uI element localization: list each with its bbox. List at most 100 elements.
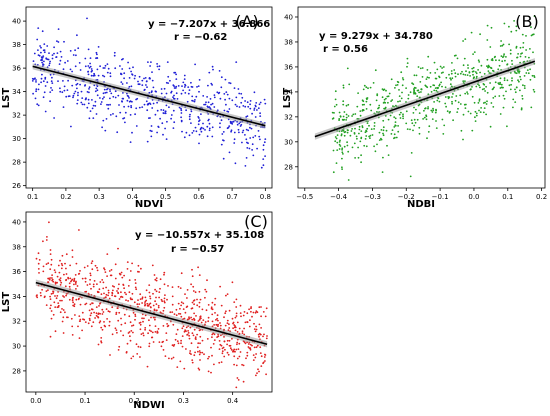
scatter-point — [165, 332, 168, 334]
scatter-point — [460, 129, 463, 132]
scatter-point — [162, 325, 165, 327]
scatter-point — [477, 102, 480, 104]
scatter-point — [73, 280, 75, 283]
scatter-point — [213, 303, 216, 306]
scatter-point — [244, 105, 247, 108]
scatter-point — [124, 111, 127, 114]
scatter-point — [154, 331, 157, 333]
scatter-point — [399, 100, 401, 102]
scatter-point — [65, 267, 67, 270]
scatter-point — [236, 357, 239, 360]
scatter-point — [335, 103, 338, 106]
scatter-point — [180, 272, 183, 275]
scatter-point — [482, 111, 485, 114]
scatter-point — [175, 73, 178, 76]
y-tick-label: 28 — [12, 367, 21, 375]
scatter-point — [186, 305, 189, 308]
scatter-point — [409, 91, 412, 94]
scatter-point — [83, 266, 86, 269]
scatter-point — [259, 138, 261, 141]
scatter-point — [357, 92, 359, 94]
scatter-point — [332, 117, 335, 120]
scatter-point — [343, 131, 346, 134]
scatter-point — [198, 290, 201, 293]
scatter-point — [338, 148, 341, 150]
scatter-point — [525, 35, 527, 37]
scatter-point — [504, 59, 506, 62]
scatter-point — [242, 380, 245, 383]
scatter-point — [48, 221, 50, 224]
scatter-point — [502, 106, 505, 109]
scatter-point — [346, 144, 349, 147]
scatter-point — [183, 367, 186, 370]
scatter-point — [121, 68, 124, 70]
scatter-point — [137, 83, 140, 86]
scatter-point — [431, 118, 434, 120]
scatter-point — [244, 165, 247, 167]
scatter-point — [226, 319, 229, 322]
scatter-point — [526, 69, 529, 71]
scatter-point — [441, 118, 444, 121]
scatter-point — [208, 122, 211, 125]
scatter-point — [135, 343, 138, 346]
scatter-point — [157, 304, 160, 307]
scatter-point — [46, 81, 49, 84]
scatter-point — [228, 108, 231, 110]
scatter-point — [413, 90, 416, 92]
scatter-point — [154, 278, 157, 281]
scatter-point — [86, 265, 89, 267]
scatter-point — [89, 303, 92, 306]
scatter-point — [171, 311, 174, 313]
scatter-point — [120, 323, 123, 326]
scatter-point — [117, 94, 120, 97]
scatter-point — [227, 329, 230, 332]
scatter-point — [435, 127, 438, 129]
scatter-point — [246, 101, 249, 104]
scatter-point — [416, 95, 419, 97]
scatter-point — [172, 109, 175, 112]
scatter-point — [53, 117, 55, 119]
scatter-point — [382, 156, 384, 159]
scatter-point — [438, 100, 441, 103]
scatter-point — [64, 262, 66, 265]
scatter-point — [262, 158, 265, 161]
scatter-point — [143, 77, 145, 80]
scatter-point — [489, 46, 492, 48]
scatter-point — [381, 88, 384, 90]
scatter-point — [492, 106, 495, 108]
scatter-point — [241, 131, 244, 134]
scatter-point — [198, 133, 201, 136]
scatter-point — [107, 289, 110, 292]
scatter-point — [383, 98, 386, 101]
scatter-point — [238, 92, 241, 95]
scatter-point — [519, 75, 521, 78]
scatter-point — [225, 294, 227, 297]
scatter-point — [214, 297, 217, 300]
scatter-point — [198, 90, 200, 93]
scatter-point — [155, 90, 158, 93]
scatter-point — [244, 100, 247, 102]
scatter-point — [84, 84, 86, 87]
scatter-point — [145, 84, 147, 86]
scatter-point — [424, 84, 427, 87]
scatter-point — [165, 81, 168, 84]
scatter-point — [436, 99, 439, 102]
scatter-point — [259, 115, 262, 117]
scatter-point — [211, 301, 214, 304]
scatter-point — [211, 65, 214, 68]
scatter-point — [469, 112, 472, 115]
scatter-point — [359, 114, 362, 117]
scatter-point — [144, 302, 146, 304]
scatter-point — [360, 154, 362, 157]
scatter-point — [254, 330, 257, 333]
scatter-point — [180, 107, 182, 110]
scatter-point — [107, 310, 110, 313]
scatter-point — [502, 94, 505, 97]
scatter-point — [197, 350, 199, 353]
scatter-point — [191, 86, 194, 88]
scatter-point — [338, 143, 341, 146]
scatter-point — [486, 39, 489, 41]
scatter-point — [376, 93, 379, 95]
scatter-point — [42, 55, 45, 57]
